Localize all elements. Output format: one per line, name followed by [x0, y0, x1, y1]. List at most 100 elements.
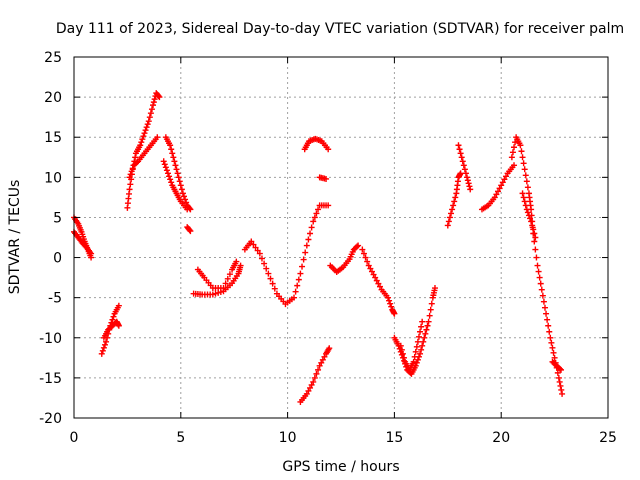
series-arc-20 — [444, 170, 464, 229]
series-arc-22 — [478, 162, 518, 213]
data-point — [299, 263, 306, 270]
data-point — [545, 322, 552, 329]
data-point — [176, 178, 183, 185]
data-point — [460, 162, 467, 169]
data-point — [549, 344, 556, 351]
data-point — [539, 292, 546, 299]
data-point — [267, 275, 274, 282]
data-point — [384, 294, 391, 301]
data-point — [115, 302, 122, 309]
series-arc-24 — [519, 190, 539, 241]
data-point — [186, 227, 193, 234]
y-tick-label: -10 — [39, 331, 62, 347]
data-point — [126, 174, 133, 181]
data-point — [372, 274, 379, 281]
data-point — [527, 215, 534, 222]
data-point — [520, 160, 527, 167]
data-point — [146, 114, 153, 121]
data-point — [155, 93, 162, 100]
chart-title: Day 111 of 2023, Sidereal Day-to-day VTE… — [56, 21, 624, 37]
data-point — [310, 218, 317, 225]
data-point — [88, 250, 95, 257]
series-arc-25 — [549, 358, 565, 373]
data-point — [401, 354, 408, 361]
data-point — [161, 161, 168, 168]
data-point — [101, 341, 108, 348]
data-point — [302, 249, 309, 256]
data-point — [413, 359, 420, 366]
data-point — [127, 181, 134, 188]
data-point — [398, 346, 405, 353]
data-point — [171, 158, 178, 165]
data-point — [496, 185, 503, 192]
data-point — [533, 254, 540, 261]
data-point — [248, 238, 255, 245]
data-point — [362, 254, 369, 261]
data-point — [499, 179, 506, 186]
series-arc-8 — [160, 158, 191, 213]
data-point — [467, 186, 474, 193]
data-point — [522, 202, 529, 209]
data-point — [129, 165, 136, 172]
data-point — [519, 154, 526, 161]
data-point — [373, 277, 380, 284]
data-point — [525, 212, 532, 219]
y-axis-label: SDTVAR / TECUs — [7, 180, 23, 295]
series-arc-12 — [241, 202, 332, 308]
data-point — [494, 188, 501, 195]
data-point — [420, 338, 427, 345]
series-arc-14 — [316, 174, 330, 182]
data-point — [303, 390, 310, 397]
data-point — [110, 313, 117, 320]
data-point — [449, 206, 456, 213]
series-arc-10 — [190, 262, 244, 298]
data-point — [184, 206, 191, 213]
data-point — [426, 312, 433, 319]
data-point — [145, 118, 152, 125]
data-point — [465, 180, 472, 187]
data-point — [512, 139, 519, 146]
data-point — [162, 164, 169, 171]
x-tick-label: 25 — [599, 430, 617, 446]
data-point — [263, 265, 270, 272]
data-point — [535, 268, 542, 275]
data-point — [446, 214, 453, 221]
data-point — [311, 374, 318, 381]
series-arc-19 — [397, 318, 426, 373]
data-point — [144, 121, 151, 128]
series-arc-17 — [359, 246, 398, 317]
data-point — [451, 198, 458, 205]
series-arc-5 — [124, 90, 163, 211]
data-point — [305, 236, 312, 243]
data-points — [71, 90, 566, 405]
data-point — [398, 351, 405, 358]
data-point — [518, 148, 525, 155]
data-point — [399, 350, 406, 357]
data-point — [391, 310, 398, 317]
data-point — [150, 99, 157, 106]
data-point — [269, 280, 276, 287]
series-arc-4 — [100, 318, 122, 341]
y-tick-label: -5 — [48, 291, 62, 307]
data-point — [233, 258, 240, 265]
data-point — [256, 250, 263, 257]
series-arc-13 — [301, 135, 332, 153]
data-point — [163, 167, 170, 174]
data-point — [540, 298, 547, 305]
data-point — [137, 142, 144, 149]
data-point — [410, 358, 417, 365]
data-point — [156, 94, 163, 101]
x-axis-label: GPS time / hours — [282, 459, 399, 475]
series-arc-6 — [126, 134, 161, 181]
data-point — [459, 158, 466, 165]
data-point — [450, 202, 457, 209]
series-arc-16 — [327, 242, 362, 275]
data-point — [182, 196, 189, 203]
data-point — [237, 262, 244, 269]
data-point — [501, 176, 508, 183]
data-point — [308, 381, 315, 388]
data-point — [448, 210, 455, 217]
data-point — [419, 318, 426, 325]
data-point — [466, 183, 473, 190]
y-tick-label: 20 — [44, 90, 62, 106]
